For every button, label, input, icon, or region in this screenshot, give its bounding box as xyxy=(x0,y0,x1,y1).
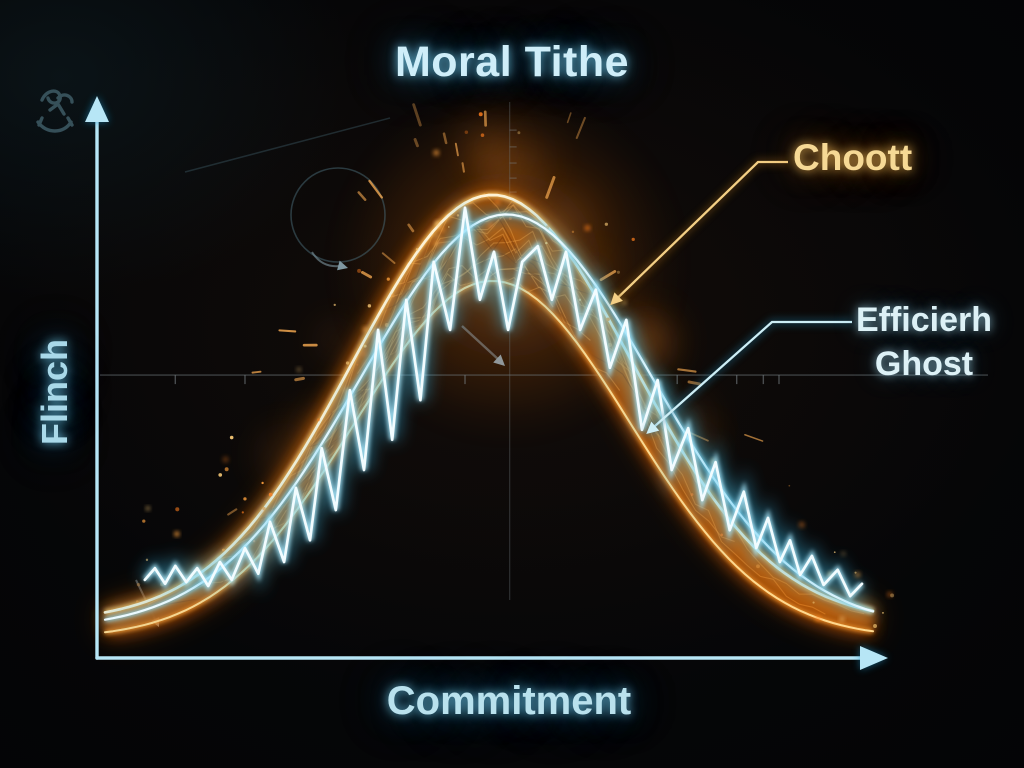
annotation-ghost-line1: Efficierh xyxy=(855,301,993,339)
y-axis-label: Flinch xyxy=(34,339,75,445)
annotation-ghost-line2: Ghost xyxy=(874,344,974,383)
chart-title: Moral Tithe xyxy=(394,38,630,86)
zigzag-series xyxy=(139,206,867,608)
gridlines xyxy=(100,102,988,600)
leader-line-choott xyxy=(610,159,788,306)
x-axis-label: Commitment xyxy=(386,679,632,723)
annotation-choott-label: Choott xyxy=(793,137,913,178)
leader-line-ghost xyxy=(646,319,852,435)
axes xyxy=(85,96,888,670)
annotation-ghost-label: Efficierh Ghost xyxy=(846,299,1002,386)
scribble-glyph-icon xyxy=(36,89,74,133)
